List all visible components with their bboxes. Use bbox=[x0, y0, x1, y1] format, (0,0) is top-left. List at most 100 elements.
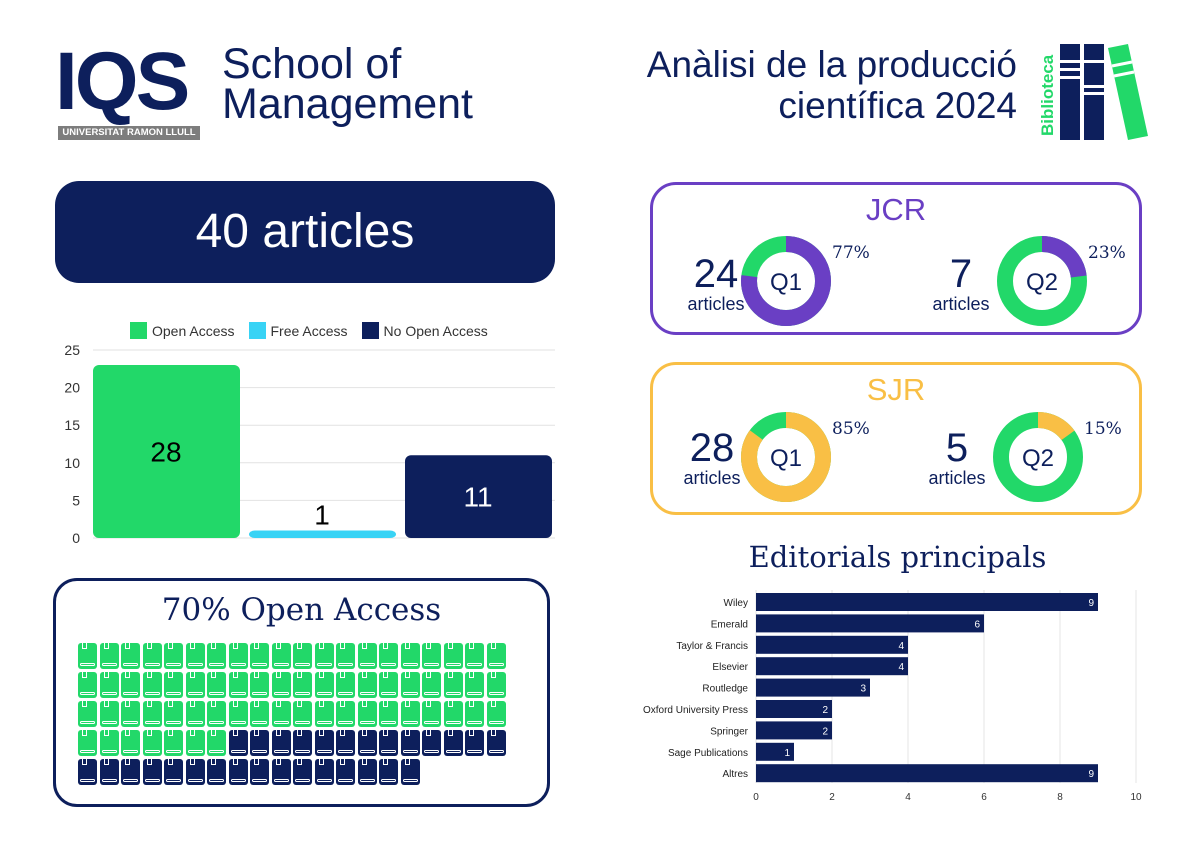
book-icon-open bbox=[293, 643, 312, 669]
book-icon-open bbox=[78, 701, 97, 727]
book-icon-open bbox=[121, 643, 140, 669]
publisher-value-label: 9 bbox=[1088, 769, 1094, 780]
access-legend: Open Access Free Access No Open Access bbox=[130, 322, 488, 339]
book-icon-open bbox=[250, 643, 269, 669]
book-icon-open bbox=[422, 672, 441, 698]
publisher-label: Emerald bbox=[711, 619, 748, 630]
book-icon-open bbox=[379, 643, 398, 669]
book-icon-closed bbox=[293, 759, 312, 785]
articles-unit: articles bbox=[928, 468, 986, 488]
bar-free-access bbox=[249, 530, 396, 538]
publisher-value-label: 9 bbox=[1088, 598, 1094, 609]
y-tick-label: 10 bbox=[64, 455, 80, 471]
x-tick-label: 10 bbox=[1130, 792, 1142, 803]
book-icon-open bbox=[142, 672, 162, 698]
quartile-label: Q1 bbox=[770, 445, 802, 472]
book-icon-open bbox=[357, 701, 377, 727]
page-title: Anàlisi de la producció científica 2024 bbox=[647, 44, 1017, 126]
x-tick-label: 4 bbox=[905, 792, 911, 803]
book-icon-open bbox=[207, 643, 226, 669]
bar-value-label: 28 bbox=[150, 437, 181, 468]
publisher-value-label: 6 bbox=[974, 619, 980, 630]
iqs-logo: IQS bbox=[55, 36, 190, 127]
legend-open-access: Open Access bbox=[130, 322, 235, 339]
book-icon-open bbox=[185, 643, 205, 669]
jcr-panel bbox=[650, 182, 1142, 335]
publisher-bar bbox=[756, 593, 1098, 611]
book-icon-open bbox=[379, 701, 398, 727]
quartile-label: Q2 bbox=[1022, 445, 1054, 472]
x-tick-label: 8 bbox=[1057, 792, 1063, 803]
book-icon-closed bbox=[486, 730, 506, 756]
book-icon-closed bbox=[142, 759, 162, 785]
jcr-count-q1: 24 articles bbox=[676, 254, 756, 315]
book-icon-open bbox=[443, 672, 463, 698]
book-icon-open bbox=[164, 730, 183, 756]
book-icon-open bbox=[465, 672, 484, 698]
y-tick-label: 20 bbox=[64, 380, 80, 396]
publisher-label: Taylor & Francis bbox=[676, 641, 748, 652]
publisher-bar bbox=[756, 700, 832, 718]
publisher-value-label: 2 bbox=[822, 726, 828, 737]
donut-share bbox=[741, 236, 831, 326]
book-icon-open bbox=[142, 643, 162, 669]
publisher-label: Oxford University Press bbox=[643, 705, 748, 716]
x-tick-label: 2 bbox=[829, 792, 835, 803]
book-icon-open bbox=[121, 701, 140, 727]
book-icon-open bbox=[228, 643, 248, 669]
book-icon-open bbox=[379, 672, 398, 698]
percent-label: 23% bbox=[1088, 243, 1126, 263]
publisher-label: Altres bbox=[722, 769, 748, 780]
jcr-donut-q1: Q1 bbox=[741, 236, 831, 326]
school-name-line2: Management bbox=[222, 80, 473, 128]
book-icon-open bbox=[142, 730, 162, 756]
publisher-value-label: 1 bbox=[784, 748, 790, 759]
sjr-title: SJR bbox=[866, 372, 926, 407]
book-icon-open bbox=[336, 643, 355, 669]
book-icon-closed bbox=[121, 759, 140, 785]
publisher-bar bbox=[756, 764, 1098, 783]
publisher-label: Springer bbox=[710, 726, 748, 737]
book-icon-open bbox=[207, 701, 226, 727]
jcr-count-q2: 7 articles bbox=[926, 254, 996, 315]
book-icon-closed bbox=[78, 759, 97, 785]
book-icon-closed bbox=[228, 730, 248, 756]
publisher-value-label: 4 bbox=[898, 662, 904, 673]
publisher-label: Elsevier bbox=[712, 662, 748, 673]
publisher-bar bbox=[756, 678, 870, 697]
book-icon-open bbox=[185, 730, 205, 756]
book-icon-open bbox=[486, 672, 506, 698]
bar-value-label: 11 bbox=[463, 482, 492, 513]
book-icon-closed bbox=[314, 730, 334, 756]
donut-share bbox=[997, 236, 1087, 326]
book-icon-closed bbox=[164, 759, 183, 785]
book-icon-closed bbox=[379, 759, 398, 785]
quartile-label: Q2 bbox=[1026, 269, 1058, 296]
book-icon-open bbox=[164, 672, 183, 698]
publisher-value-label: 2 bbox=[822, 705, 828, 716]
book-icon-open bbox=[293, 701, 312, 727]
book-icon-open bbox=[99, 643, 119, 669]
book-icon-closed bbox=[250, 730, 269, 756]
book-icon-open bbox=[99, 672, 119, 698]
bar-open-access bbox=[93, 365, 240, 538]
publisher-value-label: 4 bbox=[898, 641, 904, 652]
open-access-panel bbox=[53, 578, 550, 807]
book-icon-open bbox=[185, 701, 205, 727]
university-label: UNIVERSITAT RAMON LLULL bbox=[58, 126, 200, 140]
y-tick-label: 25 bbox=[64, 342, 80, 358]
book-icon-open bbox=[228, 672, 248, 698]
percent-label: 77% bbox=[832, 243, 870, 263]
book-icon-closed bbox=[336, 759, 355, 785]
y-tick-label: 0 bbox=[72, 530, 80, 546]
publisher-label: Sage Publications bbox=[668, 748, 748, 759]
x-tick-label: 0 bbox=[753, 792, 759, 803]
book-icon-open bbox=[78, 643, 97, 669]
jcr-title: JCR bbox=[865, 192, 927, 227]
book-icon-open bbox=[250, 701, 269, 727]
sjr-count-q2: 5 articles bbox=[922, 428, 992, 489]
donut-share bbox=[993, 412, 1083, 502]
book-icon-closed bbox=[228, 759, 248, 785]
percent-label: 15% bbox=[1084, 419, 1122, 439]
